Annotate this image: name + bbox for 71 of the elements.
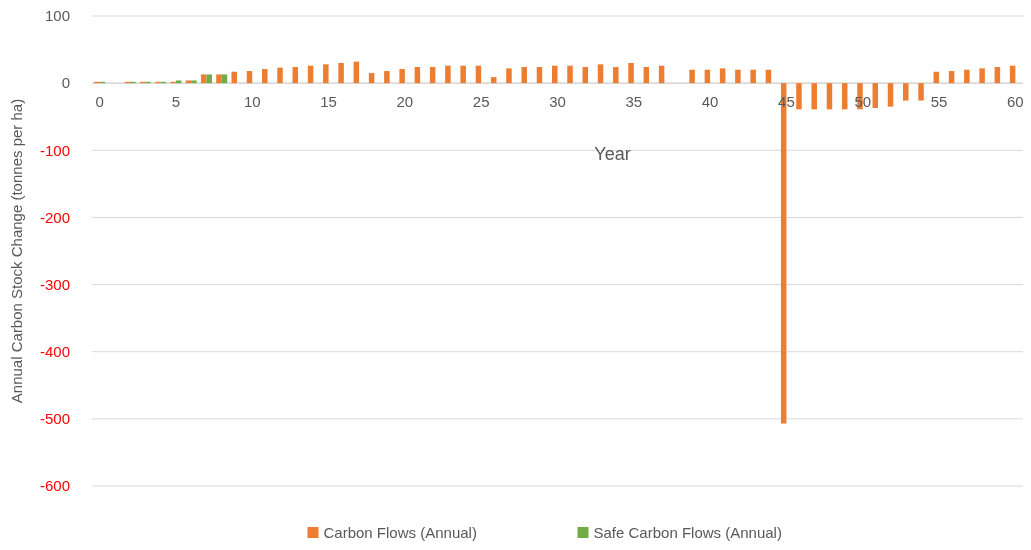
y-tick-label: -300 [39,275,70,293]
bar [231,71,237,84]
bar [185,80,192,84]
bar [506,68,512,84]
bar [689,69,695,84]
x-tick-label: 25 [472,93,490,111]
bar [567,65,573,84]
x-tick-label: 55 [930,93,948,111]
bar [191,80,197,84]
x-tick-label: 20 [396,93,414,111]
bar [200,74,207,84]
bar [221,74,228,84]
bar [750,69,756,84]
bar [277,67,283,84]
x-tick-label: 35 [625,93,643,111]
bar [994,67,1001,84]
legend-label: Safe Carbon Flows (Annual) [593,524,782,541]
bar [918,83,924,101]
bar [521,67,527,84]
x-tick-label: 60 [1007,93,1024,111]
bar [826,83,833,110]
y-tick-label: -100 [39,141,70,159]
bar [292,67,299,84]
bar [964,69,970,84]
bar [414,67,421,84]
bar [643,67,650,84]
bar [735,69,741,84]
bar [872,83,879,108]
x-tick-label: 10 [243,93,261,111]
bar [979,68,985,84]
bar [246,71,253,84]
bar [811,83,817,110]
x-axis-title: Year [594,144,631,165]
x-tick-label: 30 [549,93,566,111]
y-tick-label: -600 [39,477,70,495]
bar [948,71,955,84]
bar [323,64,329,84]
bar [429,67,436,84]
bar [536,67,543,84]
x-tick-label: 0 [95,93,104,111]
bar [384,71,390,84]
y-tick-label: -200 [39,208,70,226]
bar [262,69,268,84]
bar [796,83,802,110]
bar [628,63,634,84]
bar [841,83,848,110]
legend-label: Carbon Flows (Annual) [323,524,477,541]
bar [399,69,405,84]
x-tick-label: 40 [701,93,719,111]
x-tick-label: 15 [320,93,337,111]
x-tick-label: 5 [171,93,181,111]
bar [175,80,182,84]
bar [903,83,909,101]
y-tick-label: 0 [61,74,70,92]
bar [887,83,894,107]
y-tick-label: -400 [39,342,70,360]
bar [719,68,726,84]
bar [490,77,497,84]
bar [216,74,222,84]
bar [338,63,344,84]
bar [597,64,604,84]
bar [582,67,589,84]
bar [613,67,619,84]
bar [445,65,451,84]
bar [460,65,466,84]
bar [368,73,375,84]
y-tick-label: 100 [44,7,70,25]
bar [206,74,212,84]
y-axis-title: Annual Carbon Stock Change (tonnes per ha) [8,98,25,404]
bar [552,65,558,84]
y-tick-label: -500 [39,410,70,428]
